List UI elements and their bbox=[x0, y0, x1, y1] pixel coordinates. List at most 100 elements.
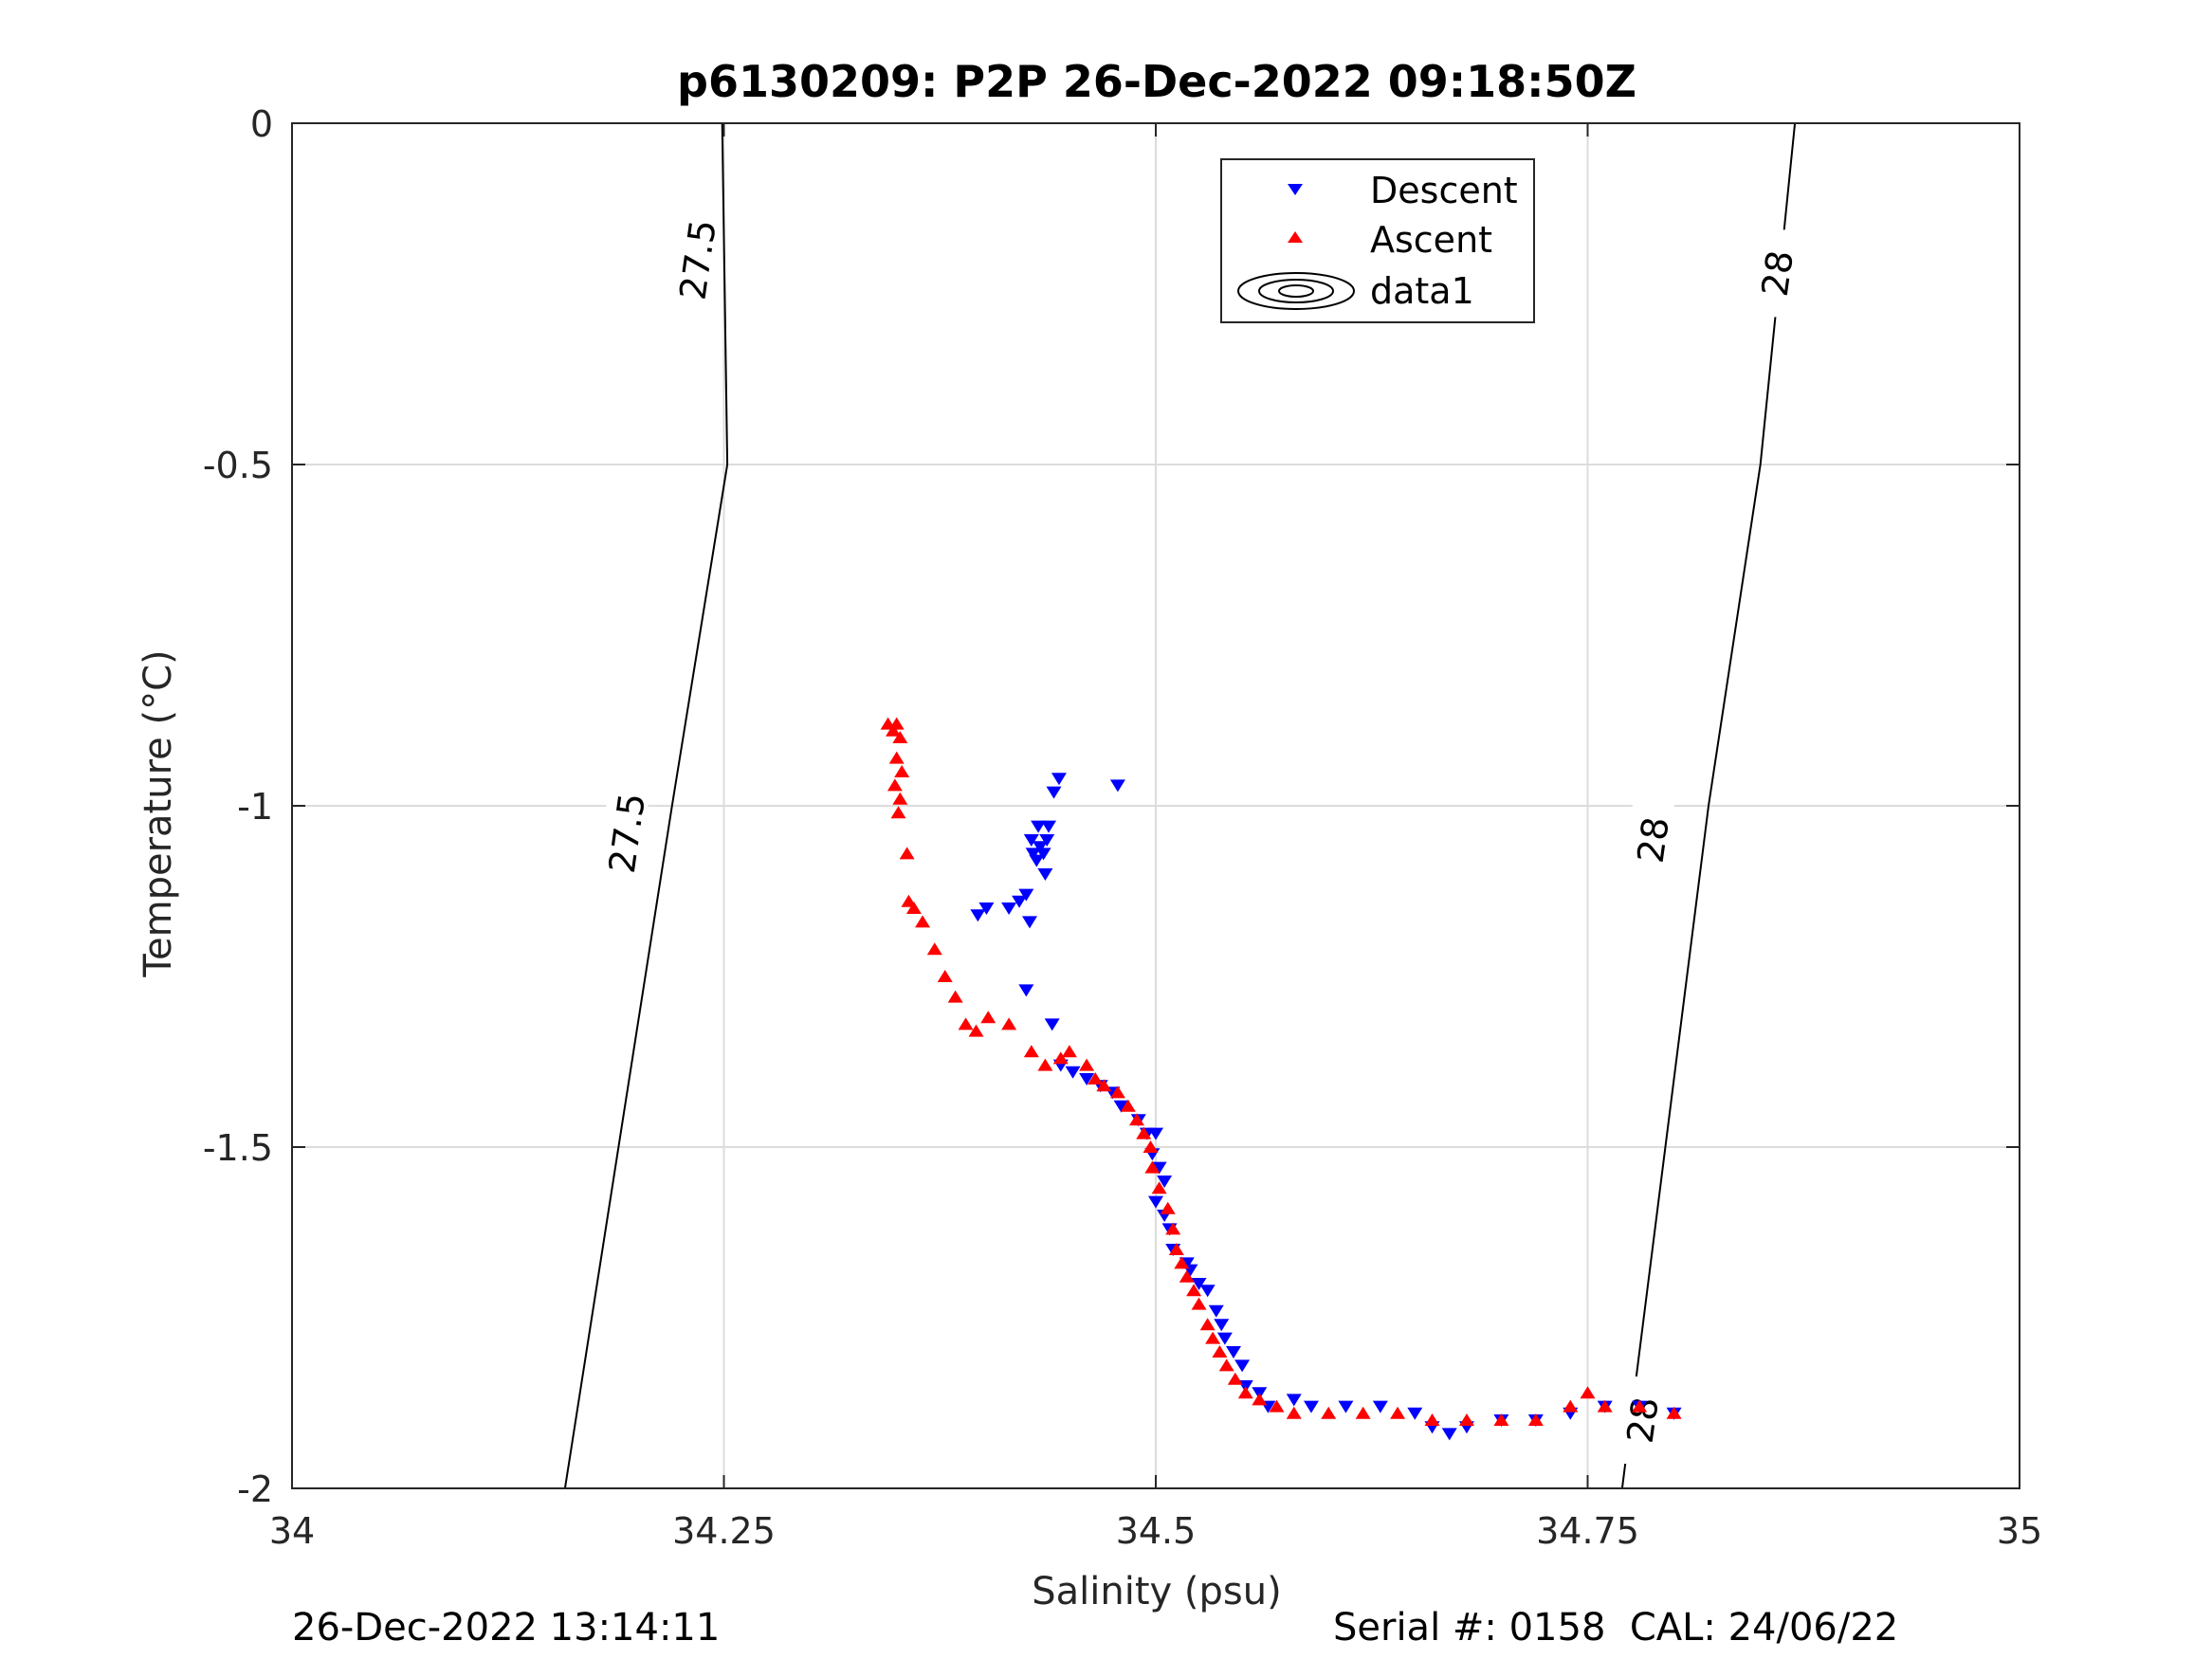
ascent-marker bbox=[1109, 1085, 1125, 1099]
contour-label: 28 bbox=[1754, 247, 1801, 299]
legend-data1-label: data1 bbox=[1370, 270, 1474, 312]
ascent-marker bbox=[1424, 1413, 1440, 1426]
descent-marker bbox=[970, 909, 986, 922]
descent-marker bbox=[1001, 902, 1017, 915]
descent-marker bbox=[1065, 1066, 1081, 1079]
ascent-marker bbox=[888, 751, 905, 764]
ascent-marker bbox=[1168, 1243, 1184, 1255]
x-axis-label: Salinity (psu) bbox=[1032, 1570, 1281, 1613]
legend-ascent-label: Ascent bbox=[1370, 219, 1492, 261]
ascent-marker bbox=[1143, 1140, 1159, 1153]
descent-marker bbox=[1041, 820, 1057, 833]
descent-marker bbox=[1032, 841, 1048, 854]
descent-marker bbox=[1441, 1428, 1457, 1441]
ascent-marker bbox=[1390, 1406, 1406, 1419]
y-tick-label: -1.5 bbox=[203, 1127, 273, 1169]
ascent-marker bbox=[1136, 1126, 1152, 1139]
ascent-marker bbox=[1052, 1051, 1069, 1065]
ascent-marker bbox=[1144, 1160, 1161, 1174]
descent-marker bbox=[1044, 1018, 1060, 1031]
descent-marker bbox=[1148, 1127, 1163, 1140]
ascent-marker bbox=[1120, 1099, 1136, 1112]
descent-marker bbox=[1046, 786, 1062, 799]
legend-contour-inner bbox=[1278, 284, 1314, 298]
ascent-marker bbox=[1269, 1399, 1285, 1413]
legend-box bbox=[1220, 158, 1535, 323]
contour-label-gap bbox=[1632, 796, 1674, 884]
ascent-marker bbox=[1205, 1331, 1221, 1344]
ascent-marker bbox=[1227, 1372, 1243, 1385]
ascent-marker bbox=[886, 723, 902, 737]
ascent-marker bbox=[1001, 1017, 1017, 1030]
descent-marker bbox=[1303, 1400, 1319, 1413]
ascent-marker bbox=[887, 778, 903, 792]
descent-marker bbox=[1029, 854, 1045, 867]
contour-label-gap bbox=[677, 216, 720, 303]
ascent-marker bbox=[1563, 1399, 1579, 1413]
contour-label-gap bbox=[606, 789, 649, 877]
descent-marker bbox=[1023, 834, 1039, 847]
axes bbox=[291, 122, 2020, 1489]
descent-marker bbox=[1214, 1319, 1230, 1332]
descent-marker bbox=[1025, 848, 1041, 861]
ascent-marker bbox=[1321, 1406, 1337, 1419]
ascent-marker bbox=[1165, 1222, 1181, 1235]
y-axis-label: Temperature (°C) bbox=[137, 649, 180, 977]
ascent-marker bbox=[1160, 1201, 1176, 1214]
y-tick-label: -0.5 bbox=[203, 445, 273, 486]
legend-descent-label: Descent bbox=[1370, 170, 1518, 211]
x-tick-label: 34.5 bbox=[1116, 1510, 1197, 1552]
descent-marker bbox=[1407, 1407, 1423, 1420]
descent-marker bbox=[1199, 1285, 1216, 1298]
ascent-marker bbox=[1666, 1406, 1682, 1419]
y-tick-label: 0 bbox=[250, 103, 273, 145]
descent-marker bbox=[1234, 1359, 1251, 1373]
plot-frame bbox=[291, 122, 2020, 1489]
descent-marker bbox=[1018, 984, 1034, 997]
ascent-marker bbox=[1061, 1045, 1077, 1058]
ascent-marker bbox=[1174, 1256, 1190, 1269]
density-contour-line bbox=[563, 122, 729, 1489]
descent-marker bbox=[1051, 773, 1067, 786]
ascent-marker bbox=[1237, 1386, 1253, 1399]
ascent-marker bbox=[890, 806, 906, 819]
descent-marker bbox=[1037, 868, 1053, 881]
legend-contour-middle bbox=[1258, 279, 1334, 303]
y-tick-label: -1 bbox=[237, 786, 273, 828]
ascent-marker bbox=[926, 942, 942, 956]
descent-marker bbox=[1018, 888, 1034, 902]
ascent-marker bbox=[1212, 1345, 1228, 1358]
contour-label-gap bbox=[1756, 229, 1799, 318]
x-tick-label: 35 bbox=[1997, 1510, 2042, 1552]
ascent-marker bbox=[1632, 1399, 1648, 1413]
descent-marker bbox=[1208, 1304, 1224, 1318]
ascent-marker bbox=[1199, 1318, 1216, 1331]
ascent-marker bbox=[894, 765, 910, 777]
ascent-marker bbox=[1355, 1406, 1371, 1419]
descent-marker bbox=[1225, 1346, 1241, 1358]
ascent-marker bbox=[1096, 1079, 1112, 1092]
tick-labels: 34 34.25 34.5 34.75 35 0 -0.5 -1 -1.5 -2 bbox=[203, 103, 2042, 1552]
legend-ascent-marker bbox=[1288, 231, 1303, 243]
ascent-marker bbox=[915, 915, 931, 928]
legend-descent-marker bbox=[1288, 184, 1303, 195]
legend-contour-outer bbox=[1237, 272, 1355, 310]
ascent-marker bbox=[1037, 1058, 1053, 1071]
legend: Descent Ascent data1 bbox=[1220, 158, 1535, 323]
ascent-marker bbox=[937, 970, 953, 982]
ascent-marker bbox=[1088, 1072, 1104, 1085]
ascent-marker bbox=[1191, 1297, 1207, 1310]
descent-marker bbox=[1286, 1394, 1302, 1407]
ascent-marker bbox=[1580, 1386, 1596, 1399]
descent-marker bbox=[1372, 1400, 1388, 1413]
ascent-marker bbox=[947, 990, 963, 1003]
descent-marker bbox=[1148, 1195, 1163, 1209]
contour-label-gap bbox=[1621, 1376, 1664, 1464]
footer-timestamp: 26-Dec-2022 13:14:11 bbox=[292, 1606, 721, 1650]
descent-marker bbox=[1079, 1073, 1095, 1085]
ascent-marker bbox=[1597, 1399, 1613, 1413]
footer-serial-cal: Serial #: 0158 CAL: 24/06/22 bbox=[1333, 1606, 1899, 1650]
descent-marker bbox=[1191, 1278, 1207, 1290]
